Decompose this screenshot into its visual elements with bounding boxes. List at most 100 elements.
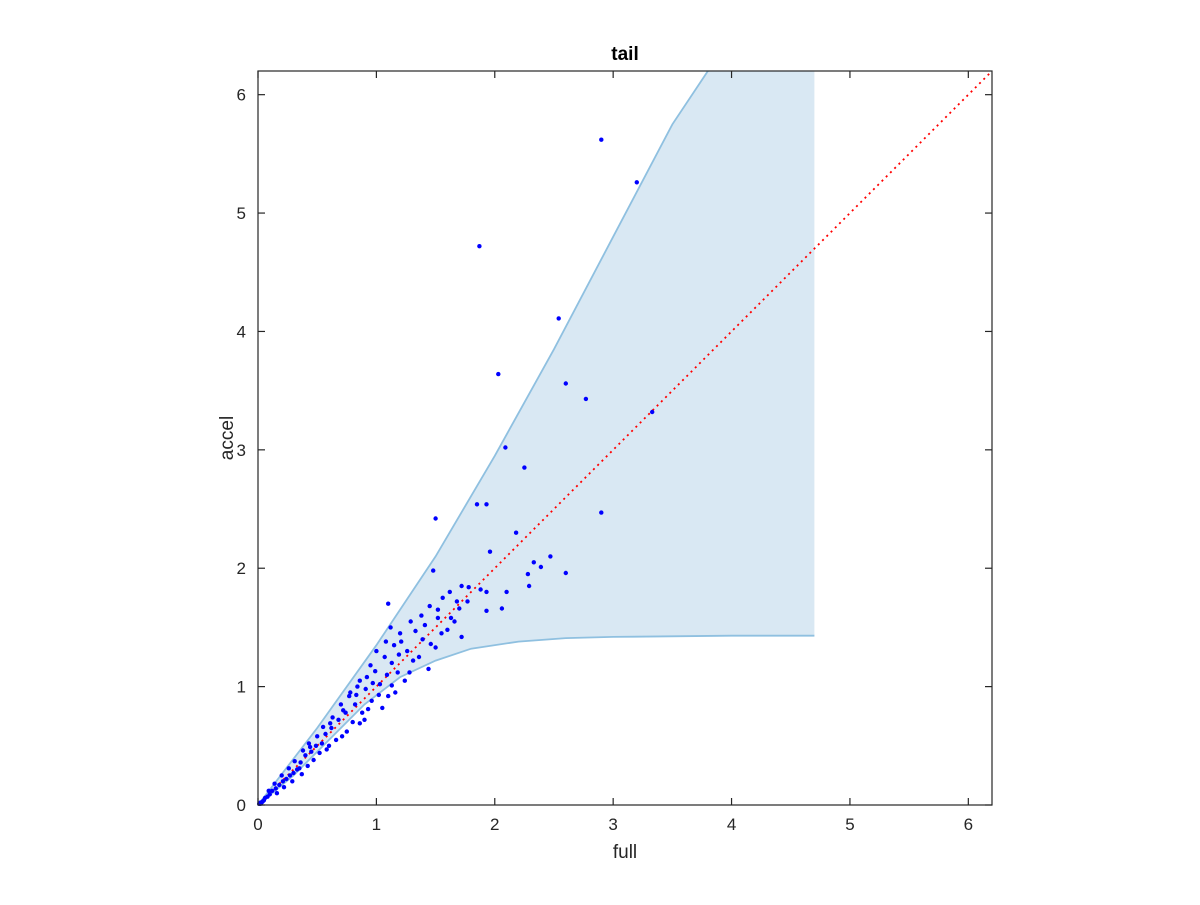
data-point [309,749,314,754]
data-point [389,660,394,666]
data-point [487,549,493,554]
data-point [324,747,329,752]
data-point [363,686,368,692]
data-point [339,734,345,739]
data-point [280,779,286,784]
data-point [435,615,441,621]
data-point [328,721,333,726]
data-point [388,625,393,630]
data-point [440,595,445,600]
data-point [329,725,334,731]
data-point [305,763,310,769]
data-point [362,717,367,722]
data-point [396,652,402,657]
data-point [350,719,355,725]
data-point [419,613,424,618]
data-point [364,674,370,680]
data-point [477,244,482,249]
data-point [300,748,306,753]
x-tick-label: 4 [727,815,736,834]
data-point [354,692,359,698]
reference-line-layer [257,70,993,806]
points-layer [257,137,655,806]
data-point [522,465,527,470]
data-point [395,670,400,675]
data-point [391,643,397,648]
data-point [447,589,452,595]
data-point [454,599,460,604]
data-point [422,622,428,628]
data-point [277,782,282,788]
data-point [393,690,398,695]
y-tick-label: 2 [237,559,246,578]
data-point [287,773,293,778]
data-point [383,639,389,644]
data-point [355,684,360,689]
x-tick-label: 2 [490,815,499,834]
data-point [344,729,349,734]
x-tick-label: 0 [253,815,262,834]
data-point [357,721,362,726]
data-point [290,779,295,784]
data-point [496,371,501,377]
data-point [484,589,489,595]
data-point [389,683,394,688]
data-point [439,631,444,636]
data-point [303,753,308,758]
data-point [499,606,505,611]
data-point [374,648,379,654]
data-point [525,571,531,577]
data-point [306,741,312,746]
y-tick-label: 4 [237,322,246,341]
data-point [435,607,441,612]
data-point [531,560,536,565]
chart-title: tail [611,44,638,65]
data-point [563,570,568,576]
data-point [457,606,462,611]
data-point [634,180,639,185]
data-point [279,773,284,778]
data-point [650,409,655,415]
data-point [474,502,480,507]
data-point [599,510,604,515]
data-point [281,785,287,790]
confidence-band-fill [258,71,815,805]
data-point [428,641,433,647]
y-tick-label: 0 [237,796,246,815]
data-point [548,554,553,559]
data-point [319,741,325,746]
y-tick-label: 3 [237,441,246,460]
data-point [448,615,454,621]
data-point [478,587,483,592]
data-point [338,702,344,707]
data-point [583,396,589,402]
data-point [503,445,508,450]
data-point [291,770,296,776]
data-point [386,601,391,606]
data-point [377,682,383,687]
data-point [599,137,604,142]
y-tick-label: 6 [237,86,246,105]
data-point [408,619,413,624]
band-layer [257,70,815,806]
data-point [484,608,489,613]
data-point [459,583,464,589]
data-point [397,631,403,636]
plot-frame [257,70,993,806]
y-axis-label: accel [217,416,238,460]
x-tick-label: 3 [608,815,617,834]
x-tick-label: 1 [372,815,381,834]
data-point [330,715,335,720]
data-point [336,717,341,722]
data-point [357,678,362,683]
data-point [273,786,278,791]
data-point [382,654,387,660]
data-point [380,705,385,711]
data-point [343,710,348,715]
data-point [365,706,371,712]
data-point [420,637,425,642]
data-point [465,599,470,604]
data-point [433,516,438,521]
data-point [313,743,319,748]
